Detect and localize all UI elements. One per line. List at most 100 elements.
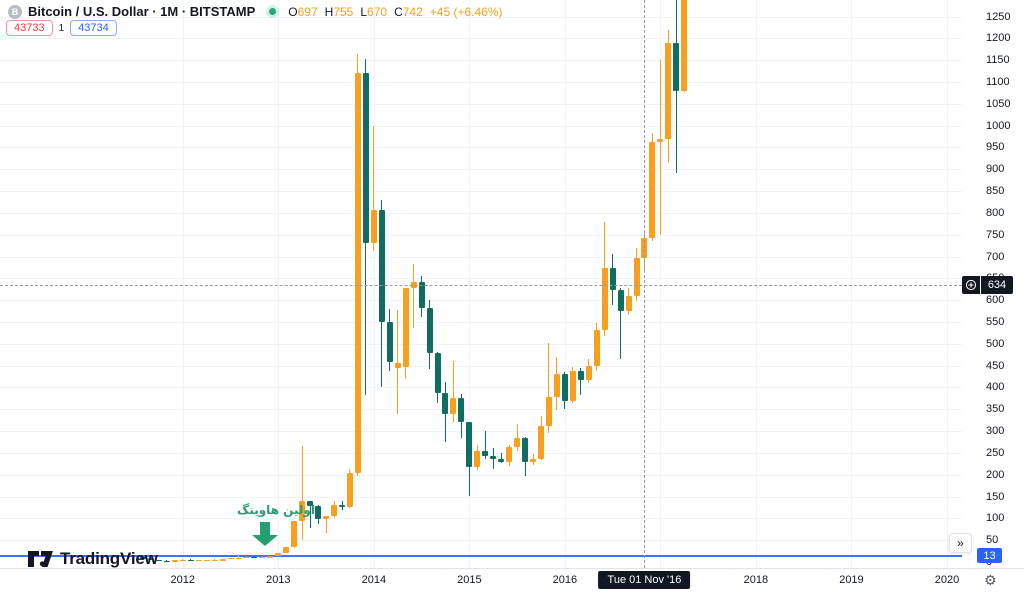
price-axis[interactable]: 634 13 1250 1200 1150 1100 1050 1000 950 900 850… (962, 0, 1024, 568)
scales-collapse-button[interactable]: » (949, 533, 972, 553)
candle-body (370, 210, 377, 243)
price-gridline (0, 431, 962, 433)
candle-body (657, 138, 664, 142)
candle-body (649, 141, 656, 239)
candle-wick (548, 342, 550, 434)
candle-wick (484, 431, 486, 459)
candle-wick (182, 558, 184, 561)
sell-bid-button[interactable]: 43733 (6, 20, 53, 36)
market-status-dot-icon[interactable] (269, 8, 277, 15)
candle-body (227, 557, 234, 560)
candle-body (434, 353, 441, 393)
close-value: 742 (402, 4, 423, 19)
candle-wick (238, 554, 240, 559)
year-tick-label: 2014 (361, 574, 387, 586)
time-axis[interactable]: Tue 01 Nov '16 ⚙ 2012 2013 2014 2015 2016 201… (0, 568, 1024, 595)
price-gridline (0, 365, 962, 367)
price-tick-label: 50 (986, 534, 999, 547)
candle-body (378, 210, 385, 322)
price-gridline (0, 212, 962, 214)
year-gridline (660, 0, 662, 568)
candle-wick (325, 515, 327, 534)
candle-body (625, 295, 632, 312)
price-tick-label: 600 (986, 294, 1005, 307)
crosshair-price-value: 634 (981, 276, 1013, 295)
price-tick-label: 800 (986, 206, 1005, 219)
price-tick-label: 1000 (986, 119, 1011, 132)
candle-wick (397, 309, 399, 415)
price-gridline (0, 496, 962, 498)
candle-body (299, 501, 306, 522)
candle-body (211, 559, 218, 562)
candle-body (251, 556, 258, 559)
crosshair-date-tooltip: Tue 01 Nov '16 (598, 571, 691, 589)
candle-body (426, 308, 433, 354)
price-tick-label: 750 (986, 228, 1005, 241)
halving-arrow-icon-head[interactable] (252, 535, 278, 546)
crosshair-price-label: 634 (962, 276, 1013, 295)
tradingview-logo[interactable]: TradingView (28, 549, 158, 569)
add-alert-plus-icon[interactable] (962, 276, 980, 295)
candle-body (514, 438, 521, 448)
price-tick-label: 700 (986, 250, 1005, 263)
candle-wick (620, 287, 622, 360)
candle-body (450, 397, 457, 415)
candle-body (538, 426, 544, 459)
bitcoin-symbol-icon: B (8, 4, 22, 19)
price-gridline (0, 234, 962, 236)
year-gridline (278, 0, 280, 568)
candle-body (410, 282, 417, 288)
candle-body (609, 268, 616, 290)
candle-body (267, 556, 274, 558)
candle-body (171, 560, 178, 562)
price-gridline (0, 474, 962, 476)
price-gridline (0, 38, 962, 40)
price-gridline (0, 321, 962, 323)
buy-ask-button[interactable]: 43734 (70, 20, 117, 36)
price-gridline (0, 278, 962, 280)
candle-body (339, 504, 345, 507)
year-tick-label: 2016 (552, 574, 578, 586)
candle-wick (373, 125, 375, 252)
price-gridline (0, 60, 962, 62)
candle-body (442, 392, 449, 415)
candle-body (530, 459, 537, 462)
halving-annotation-text[interactable]: اولین هاوینگ (237, 503, 315, 517)
price-tick-label: 350 (986, 403, 1005, 416)
time-axis-settings-gear-icon[interactable]: ⚙ (984, 572, 997, 588)
price-tick-label: 550 (986, 315, 1005, 328)
open-label: O (288, 4, 298, 19)
price-line-label: 13 (977, 548, 1002, 563)
price-gridline (0, 409, 962, 411)
halving-arrow-icon[interactable] (260, 522, 270, 535)
price-tick-label: 1250 (986, 10, 1011, 23)
price-gridline (0, 81, 962, 83)
candle-body (474, 451, 481, 468)
year-gridline (851, 0, 853, 568)
year-gridline (182, 0, 184, 568)
candle-body (466, 422, 473, 468)
candle-body (577, 371, 584, 381)
tradingview-logo-text: TradingView (60, 549, 158, 568)
year-tick-label: 2012 (170, 574, 196, 586)
year-gridline (946, 0, 948, 568)
candle-body (490, 455, 497, 459)
high-value: 755 (333, 4, 354, 19)
candle-body (315, 505, 322, 520)
candle-body (275, 553, 282, 557)
candle-body (569, 371, 576, 402)
symbol-title[interactable]: Bitcoin / U.S. Dollar · 1M · BITSTAMP (28, 4, 256, 19)
candle-body (545, 397, 552, 427)
candle-body (346, 472, 353, 507)
low-value: 670 (367, 4, 388, 19)
candle-body (155, 559, 162, 562)
circle-plus-icon (965, 280, 977, 291)
year-gridline (373, 0, 375, 568)
candle-wick (452, 361, 454, 423)
high-label: H (324, 4, 334, 19)
candle-body (665, 42, 672, 139)
chart-plot-area[interactable]: اولین هاوینگ (0, 0, 962, 568)
horizontal-price-line[interactable] (0, 555, 962, 558)
candle-body (195, 559, 202, 562)
